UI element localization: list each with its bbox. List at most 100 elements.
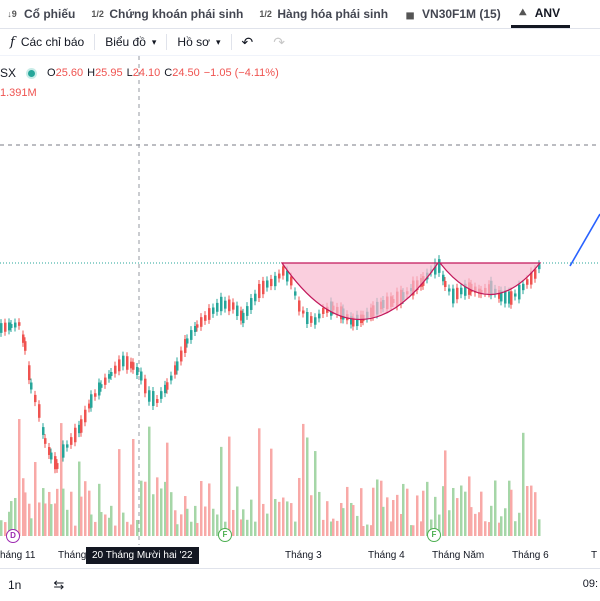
tab-stocks[interactable]: ↓9 Cổ phiếu [7,7,76,21]
candle-body [44,438,47,444]
candle-body [456,287,459,300]
candle-body [180,350,183,362]
volume-bar [90,514,93,536]
close-value: 24.50 [172,67,200,79]
volume-bar [430,519,433,536]
volume-bar [290,503,293,536]
toolbar-divider [166,34,168,50]
change-value: −1.05 (−4.11%) [203,67,279,79]
candle-body [246,306,249,316]
time-axis[interactable]: háng 11 Tháng Tháng 3 Tháng 4 Tháng Năm … [0,545,600,567]
candle-body [204,315,207,321]
price-chart[interactable] [0,56,600,545]
dividend-marker[interactable]: D [6,529,20,543]
volume-bar [10,501,13,536]
candle-body [164,384,167,394]
candle-body [510,291,513,305]
volume-bar [0,520,3,536]
volume-bar [148,426,151,536]
volume-bar [530,485,533,536]
candle-body [224,300,227,309]
time-tick: Tháng 6 [512,550,549,561]
candle-body [452,288,455,304]
date-range-icon[interactable]: ⇆ [53,577,65,592]
candle-body [56,463,59,469]
candle-body [156,399,159,403]
candle-body [186,338,189,344]
handle-pattern-shape [438,262,542,296]
profile-dropdown[interactable]: Hồ sơ ▾ [177,35,221,49]
financials-marker[interactable]: F [427,528,441,542]
tab-vn30f1m[interactable]: ▅ VN30F1M (15) [398,0,511,28]
candle-body [322,308,325,314]
volume-bar [28,503,31,536]
candle-body [140,371,143,381]
volume-bar [110,505,113,536]
candle-body [126,356,129,370]
candle-body [0,323,3,333]
volume-bar [468,476,471,536]
volume-bar [294,521,297,536]
candle-body [530,271,533,285]
volume-bar [538,519,541,536]
candle-body [274,275,277,287]
volume-bar [200,480,203,536]
volume-bar [480,491,483,536]
volume-bar [250,499,253,536]
chart-type-dropdown[interactable]: Biểu đồ ▾ [105,35,157,49]
candle-body [160,391,163,399]
volume-bar [306,437,309,536]
time-tick: Tháng [58,550,87,561]
volume-bar [470,507,473,536]
volume-bar [360,488,363,536]
candle-body [80,419,83,433]
volume-bar [366,524,369,536]
volume-bar [254,521,257,536]
volume-bar [136,519,139,536]
volume-bar [166,442,169,536]
volume-bar [322,519,325,536]
toolbar-divider [230,34,232,50]
financials-marker[interactable]: F [218,528,232,542]
candle-body [8,322,11,331]
candle-body [10,324,13,328]
volume-bar [190,521,193,536]
symbol-tabs: ↓9 Cổ phiếu 1/2 Chứng khoán phái sinh 1/2 H… [0,0,600,29]
volume-bar [236,486,239,536]
volume-bar [118,449,121,536]
volume-bar [420,521,423,536]
volume-bar [94,521,97,536]
volume-bar [164,481,167,536]
volume-bar [258,428,261,536]
candle-body [84,409,87,423]
candle-body [212,307,215,314]
tab-anv[interactable]: ⛰ ANV [510,0,571,28]
redo-button[interactable]: ↷ [263,29,295,55]
tab-derivatives[interactable]: 1/2 Chứng khoán phái sinh [91,7,244,21]
volume-bar [170,492,173,536]
indicators-button[interactable]: f Các chỉ báo [10,34,85,50]
volume-bar [352,505,355,536]
candle-body [136,366,139,376]
candle-body [200,317,203,327]
volume-bar [346,486,349,536]
candle-body [174,365,177,375]
volume-bar [126,521,129,536]
candle-body [108,374,111,379]
undo-button[interactable]: ↶ [232,29,264,55]
symbol-label: SX [0,66,17,80]
candle-body [54,456,57,470]
tab-commodities[interactable]: 1/2 Hàng hóa phái sinh [259,7,389,21]
volume-bar [38,502,41,536]
chevron-down-icon: ▾ [215,36,221,47]
range-1y-button[interactable]: 1n [8,578,22,592]
volume-bar [66,509,69,536]
candle-body [434,262,437,275]
volume-bar [196,522,199,536]
candle-body [522,283,525,291]
volume-bar [56,488,59,536]
candle-body [448,288,451,292]
candle-body [208,308,211,320]
candle-body [236,305,239,317]
candle-body [356,314,359,327]
